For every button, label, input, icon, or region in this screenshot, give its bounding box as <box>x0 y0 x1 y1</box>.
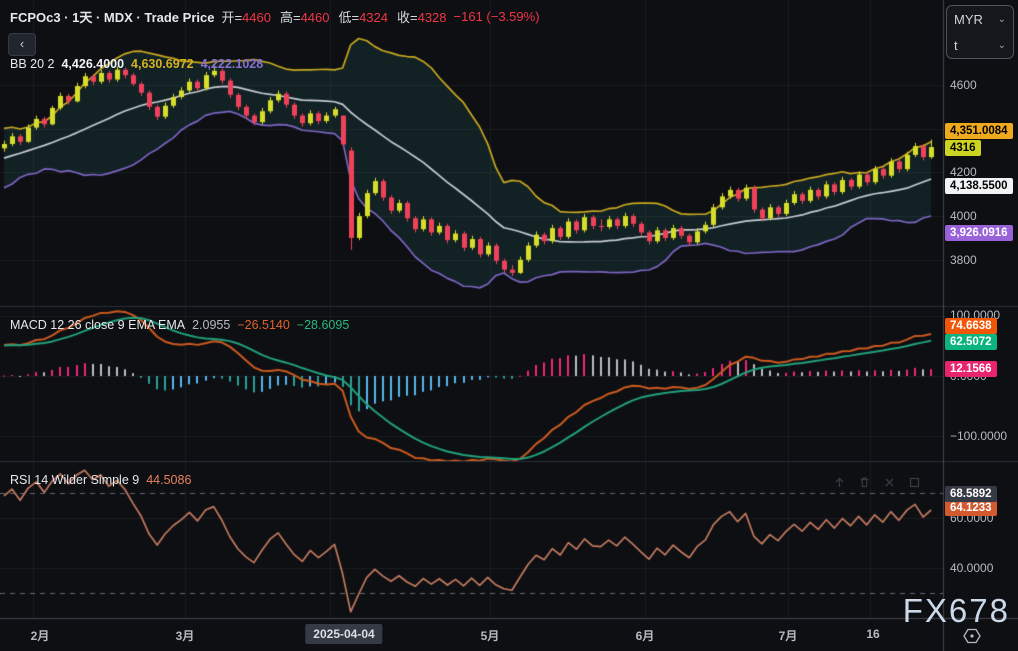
crosshair-date-badge: 2025-04-04 <box>305 624 383 644</box>
ohlc-item: 高=4460 <box>279 10 330 25</box>
bb-title: BB 20 2 <box>10 57 55 71</box>
bb-upper-badge: 4,351.0084 <box>945 123 1013 139</box>
currency-dropdown[interactable]: MYR ⌄ <box>947 6 1013 32</box>
bb-lower-badge: 3,926.0916 <box>945 225 1013 241</box>
currency-value: MYR <box>954 11 983 27</box>
unit-dropdown[interactable]: t ⌄ <box>947 32 1013 58</box>
bb-basis-value: 4,426.4000 <box>61 57 125 71</box>
macd-hist-badge: 12.1566 <box>945 361 997 377</box>
axis-tick: 3800 <box>950 253 977 267</box>
axis-tick: −100.0000 <box>950 429 1008 443</box>
time-axis-label: 7月 <box>778 629 798 643</box>
axis-tick: 4200 <box>950 165 977 179</box>
back-button[interactable]: ‹ <box>8 33 36 56</box>
rsi-ma-badge: 64.1233 <box>945 500 997 516</box>
ohlc-item: 开=4460 <box>221 10 271 25</box>
macd-hist-value: 2.0955 <box>192 318 231 332</box>
ohlc-item: 收=4328 <box>397 10 447 25</box>
bb-indicator-label[interactable]: BB 20 2 4,426.4000 4,630.6972 4,222.1028 <box>10 57 263 71</box>
pane-controls <box>833 476 921 489</box>
axis-tick: 4600 <box>950 78 977 92</box>
pane-maximize-icon[interactable] <box>908 476 921 489</box>
time-axis-label: 6月 <box>635 629 655 643</box>
macd-line-badge: 74.6638 <box>945 318 997 334</box>
time-axis-label: 5月 <box>480 629 500 643</box>
currency-unit-selector: MYR ⌄ t ⌄ <box>946 5 1014 59</box>
pane-close-icon[interactable] <box>883 476 896 489</box>
time-axis-label: 2月 <box>30 629 50 643</box>
time-axis-label: 3月 <box>175 629 195 643</box>
rsi-value: 44.5086 <box>146 473 192 487</box>
macd-signal-badge: 62.5072 <box>945 334 997 350</box>
axis-tick: 40.0000 <box>950 561 994 575</box>
ohlc-values: 开=4460 高=4460 低=4324 收=4328 <box>221 7 446 26</box>
macd-indicator-label[interactable]: MACD 12 26 close 9 EMA EMA 2.0955 −26.51… <box>10 318 349 332</box>
axis-tick: 4000 <box>950 209 977 223</box>
macd-title: MACD 12 26 close 9 EMA EMA <box>10 318 186 332</box>
scale-settings-icon[interactable] <box>962 627 982 645</box>
fx678-watermark: FX678 <box>902 592 1010 629</box>
pane-delete-icon[interactable] <box>858 476 871 489</box>
macd-signal-value: −28.6095 <box>296 318 350 332</box>
symbol-title[interactable]: FCPOc3 · 1天 · MDX · Trade Price <box>10 10 215 25</box>
macd-line-value: −26.5140 <box>237 318 290 332</box>
ohlc-item: 低=4324 <box>338 10 388 25</box>
rsi-indicator-label[interactable]: RSI 14 Wilder Simple 9 44.5086 <box>10 473 191 487</box>
bb-lower-value: 4,222.1028 <box>200 57 264 71</box>
bb-upper-value: 4,630.6972 <box>131 57 194 71</box>
last-price-badge: 4316 <box>945 140 981 156</box>
rsi-title: RSI 14 Wilder Simple 9 <box>10 473 140 487</box>
time-axis-label: 16 <box>866 627 880 641</box>
bb-basis-badge: 4,138.5500 <box>945 178 1013 194</box>
chevron-down-icon: ⌄ <box>997 13 1006 25</box>
change-value: −161 (−3.59%) <box>453 9 540 24</box>
chevron-down-icon: ⌄ <box>997 39 1006 51</box>
rsi-value-badge: 68.5892 <box>945 486 997 502</box>
pane-move-up-icon[interactable] <box>833 476 846 489</box>
chart-header: FCPOc3 · 1天 · MDX · Trade Price 开=4460 高=… <box>10 7 540 26</box>
unit-value: t <box>954 37 958 53</box>
